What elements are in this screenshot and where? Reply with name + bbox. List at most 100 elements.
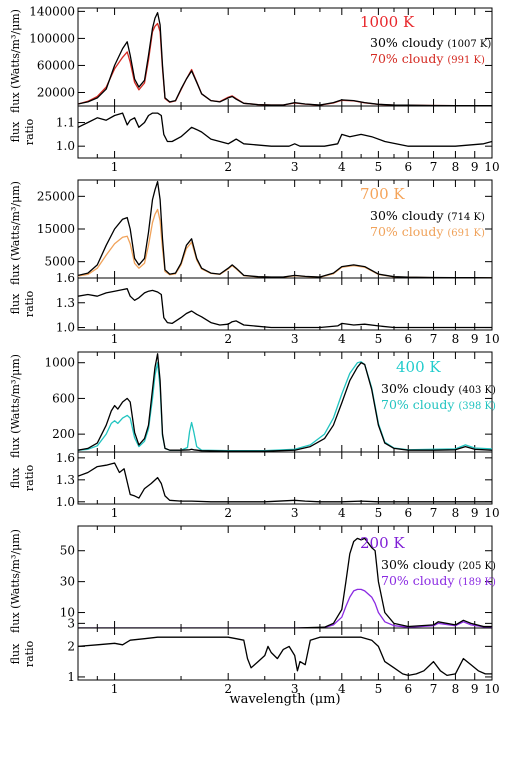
panel-400-k-ratio: 1 2 3 4 5 6 7 8 9 10 1.0 1.3 1.6 flux ratio (9, 451, 500, 520)
panel-temperature-title: 400 K (396, 358, 441, 376)
x-tick-label: 1 (111, 506, 119, 520)
y-tick-label: 1 (67, 670, 75, 684)
legend-name: 70% cloudy (381, 573, 458, 588)
y-tick-label: 5000 (44, 255, 75, 269)
series-line-30-cloudy (78, 180, 492, 278)
y-tick-label: 1000 (44, 356, 75, 370)
legend-teff: (1007 K) (447, 39, 491, 50)
series-line-30-cloudy (78, 537, 492, 628)
x-tick-label: 8 (452, 506, 460, 520)
x-tick-label: 6 (404, 160, 412, 174)
x-tick-label: 5 (375, 506, 383, 520)
x-tick-label: 5 (375, 332, 383, 346)
x-tick-label: 3 (291, 682, 299, 696)
y-tick-label: 600 (52, 391, 75, 405)
x-tick-label: 4 (338, 332, 346, 346)
ratio-axis-label: flux (9, 121, 22, 142)
series-line-ratio (78, 112, 492, 147)
y-tick-label: 2 (67, 639, 75, 653)
series-line-ratio (78, 288, 492, 329)
legend-name: 70% cloudy (381, 397, 458, 412)
x-tick-label: 2 (224, 682, 232, 696)
legend-teff: (398 K) (458, 401, 496, 412)
legend-name: 70% cloudy (370, 51, 447, 66)
legend-entry: 70% cloudy (691 K) (370, 224, 485, 239)
y-tick-label: 3 (67, 616, 75, 630)
x-tick-label: 5 (375, 160, 383, 174)
panel-200-k: 310 30 50 flux (Watts/m³/μm) 200 K 30% cloudy… (9, 525, 496, 633)
legend-teff: (205 K) (458, 561, 496, 572)
y-tick-label: 1.1 (56, 116, 75, 130)
x-tick-label: 8 (452, 682, 460, 696)
y-tick-label: 1.0 (56, 321, 75, 335)
x-tick-label: 7 (430, 160, 438, 174)
panel-1000-k-ratio: 1 2 3 4 5 6 7 8 9 10 1.0 1.1 flux ratio (9, 105, 500, 174)
x-axis-label: wavelength (μm) (229, 692, 340, 707)
y-tick-label: 1.0 (56, 495, 75, 509)
legend-name: 30% cloudy (370, 35, 447, 50)
legend-entry: 70% cloudy (991 K) (370, 51, 485, 66)
legend-entry: 30% cloudy (1007 K) (370, 35, 491, 50)
x-tick-label: 8 (452, 332, 460, 346)
y-tick-label: 10 (60, 606, 75, 620)
legend-name: 70% cloudy (370, 224, 447, 239)
panel-temperature-title: 700 K (360, 185, 405, 203)
x-tick-label: 9 (471, 506, 479, 520)
x-tick-label: 7 (430, 332, 438, 346)
y-tick-label: 140000 (29, 4, 75, 18)
ratio-axis-label: flux (9, 467, 22, 488)
legend-teff: (189 K) (458, 577, 496, 588)
x-tick-label: 2 (224, 506, 232, 520)
y-tick-label: 1.3 (56, 473, 75, 487)
x-tick-label: 4 (338, 682, 346, 696)
legend-entry: 30% cloudy (714 K) (370, 208, 485, 223)
y-tick-label: 200 (52, 427, 75, 441)
x-tick-label: 1 (111, 332, 119, 346)
x-tick-label: 4 (338, 506, 346, 520)
legend-teff: (991 K) (447, 55, 485, 66)
panel-frame (77, 627, 493, 681)
x-tick-label: 1 (111, 160, 119, 174)
ratio-axis-label: ratio (23, 290, 36, 317)
y-axis-label: flux (Watts/m³/μm) (9, 354, 22, 458)
panel-frame (77, 105, 493, 159)
y-tick-label: 25000 (37, 189, 75, 203)
x-tick-label: 9 (471, 160, 479, 174)
y-tick-label: 15000 (37, 222, 75, 236)
y-tick-label: 1.3 (56, 296, 75, 310)
legend-teff: (714 K) (447, 212, 485, 223)
ratio-axis-label: flux (9, 643, 22, 664)
panel-frame (77, 451, 493, 505)
legend-teff: (403 K) (458, 385, 496, 396)
legend-name: 30% cloudy (381, 381, 458, 396)
y-tick-label: 20000 (37, 85, 75, 99)
y-tick-label: 1.0 (56, 139, 75, 153)
x-tick-label: 4 (338, 160, 346, 174)
panel-200-k-ratio: 1 2 3 4 5 6 7 8 9 10 1 2 flux ratio (9, 627, 500, 696)
panel-frame (77, 277, 493, 331)
y-tick-label: 60000 (37, 58, 75, 72)
x-tick-label: 6 (404, 682, 412, 696)
x-tick-label: 3 (291, 332, 299, 346)
legend-entry: 70% cloudy (189 K) (381, 573, 496, 588)
y-tick-label: 100000 (29, 31, 75, 45)
x-tick-label: 9 (471, 682, 479, 696)
series-line-ratio (78, 462, 492, 503)
x-tick-label: 7 (430, 506, 438, 520)
x-tick-label: 10 (484, 160, 499, 174)
panel-temperature-title: 1000 K (360, 13, 415, 31)
panel-1000-k: 20000 60000 100000 140000 flux (Watts/m³/μm)… (9, 4, 493, 113)
y-tick-label: 1.6 (56, 451, 75, 465)
series-line-30-cloudy (78, 12, 492, 106)
y-tick-label: 30 (60, 575, 75, 589)
x-tick-label: 6 (404, 332, 412, 346)
x-tick-label: 10 (484, 332, 499, 346)
x-tick-label: 3 (291, 506, 299, 520)
legend-entry: 30% cloudy (205 K) (381, 557, 496, 572)
legend-name: 30% cloudy (381, 557, 458, 572)
x-tick-label: 8 (452, 160, 460, 174)
ratio-axis-label: ratio (23, 464, 36, 491)
x-tick-label: 7 (430, 682, 438, 696)
panel-700-k-ratio: 1 2 3 4 5 6 7 8 9 10 1.0 1.3 1.6 flux ratio (9, 271, 500, 346)
